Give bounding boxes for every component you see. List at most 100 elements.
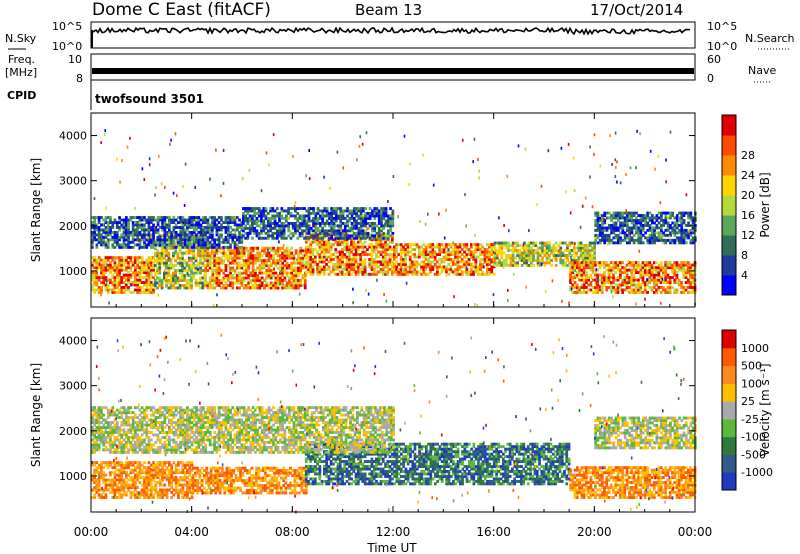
power-cell (125, 288, 128, 292)
power-cell (495, 261, 499, 265)
power-cell (493, 263, 497, 267)
power-cell (276, 276, 280, 280)
power-cell (323, 272, 326, 276)
power-cell (272, 261, 275, 265)
power-cell (677, 281, 681, 284)
power-cell (176, 269, 180, 272)
power-cell (352, 258, 356, 261)
power-cell (384, 212, 388, 215)
power-cell (136, 221, 139, 224)
power-cell (664, 263, 667, 267)
power-cell (476, 248, 480, 251)
power-ytick-label: 4000 (59, 130, 87, 143)
power-cell (314, 214, 318, 218)
power-cell (382, 217, 386, 220)
power-cell (165, 243, 169, 247)
power-cell (431, 243, 435, 247)
power-cell (393, 270, 396, 274)
power-cell (408, 243, 412, 247)
power-cell (226, 238, 230, 242)
power-cell (172, 254, 175, 258)
power-cell (619, 286, 622, 289)
power-cell (389, 217, 392, 220)
power-cell (149, 281, 153, 284)
power-cell (233, 221, 237, 224)
power-cell (662, 266, 665, 270)
velocity-cell (95, 486, 99, 489)
power-cell (95, 268, 99, 272)
power-cell (222, 286, 226, 290)
power-cell (598, 261, 602, 265)
power-cell (206, 246, 210, 250)
power-cell (160, 256, 164, 260)
power-cell (343, 217, 347, 220)
power-cell (199, 245, 203, 249)
power-cell (167, 279, 171, 282)
power-cell (334, 212, 338, 215)
power-cell (217, 243, 221, 247)
power-cell (178, 264, 182, 267)
power-cell (427, 245, 430, 249)
power-cell (100, 291, 103, 294)
power-noise-cell (660, 301, 662, 305)
power-cell (323, 214, 327, 218)
power-cell (525, 246, 529, 250)
power-cell (550, 246, 553, 250)
power-cell (220, 251, 223, 255)
power-cell (143, 291, 146, 294)
power-cell (575, 251, 578, 255)
power-cell (280, 222, 284, 225)
power-cell (145, 268, 149, 272)
power-cell (680, 233, 684, 237)
power-cell (312, 219, 315, 223)
power-cell (163, 276, 166, 280)
power-cell (163, 251, 166, 255)
power-cell (632, 291, 636, 294)
power-noise-cell (150, 235, 153, 239)
power-noise-cell (569, 211, 572, 215)
power-cell (507, 249, 510, 252)
power-cell (571, 291, 575, 294)
power-cell (664, 281, 667, 284)
power-noise-cell (409, 162, 411, 166)
power-cell (584, 244, 587, 247)
power-cell (181, 233, 185, 237)
power-cell (269, 269, 273, 272)
power-cell (406, 272, 410, 276)
power-cell (600, 288, 604, 292)
power-cell (399, 270, 403, 274)
power-cell (357, 229, 361, 233)
nsky-left-tick-top: 10^5 (52, 20, 82, 33)
power-cell (276, 286, 280, 290)
power-cell (575, 259, 578, 262)
power-cell (95, 266, 99, 270)
power-cell (391, 253, 394, 256)
power-cell (113, 291, 117, 294)
power-cell (281, 264, 284, 267)
power-cell (563, 263, 567, 267)
power-cell (635, 224, 638, 227)
power-cell (253, 229, 256, 233)
power-cell (213, 271, 216, 275)
power-cell (350, 234, 354, 238)
power-cell (181, 266, 184, 270)
velocity-cell (95, 471, 99, 475)
power-cell (160, 249, 164, 253)
power-cell (316, 233, 319, 237)
power-cell (395, 265, 398, 269)
power-cell (610, 238, 613, 242)
power-cell (371, 222, 374, 225)
power-cell (260, 266, 264, 270)
power-cell (625, 278, 629, 282)
power-cell (460, 265, 464, 269)
velocity-cell (97, 493, 101, 497)
power-cell (591, 246, 594, 250)
power-cell (231, 276, 235, 280)
power-cell (422, 263, 426, 266)
power-cell (188, 221, 192, 224)
power-cell (623, 238, 627, 242)
power-cell (231, 256, 235, 260)
power-cell (285, 261, 289, 265)
power-cell (630, 281, 633, 284)
power-cell (240, 281, 244, 285)
